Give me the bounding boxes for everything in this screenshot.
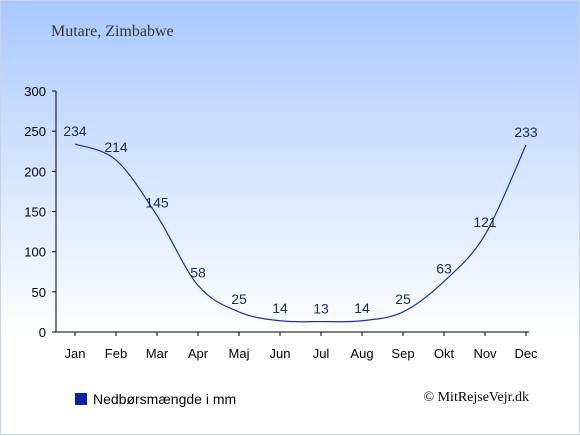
data-point bbox=[115, 159, 118, 162]
data-point bbox=[443, 280, 446, 283]
data-label: 234 bbox=[63, 123, 87, 139]
data-point bbox=[197, 284, 200, 287]
x-tick-label: Maj bbox=[229, 346, 250, 361]
data-point bbox=[74, 143, 77, 146]
data-label: 121 bbox=[473, 214, 497, 230]
data-label: 14 bbox=[354, 300, 370, 316]
x-tick-label: Okt bbox=[434, 346, 455, 361]
y-tick-label: 150 bbox=[24, 205, 46, 220]
y-tick-label: 200 bbox=[24, 164, 46, 179]
series-line bbox=[74, 143, 527, 323]
y-tick-label: 0 bbox=[39, 325, 46, 340]
data-label: 63 bbox=[436, 260, 452, 276]
data-label: 25 bbox=[231, 291, 247, 307]
chart-title: Mutare, Zimbabwe bbox=[51, 23, 174, 40]
data-label: 214 bbox=[104, 139, 128, 155]
x-tick-label: Feb bbox=[105, 346, 127, 361]
y-tick-label: 250 bbox=[24, 124, 46, 139]
data-point bbox=[484, 233, 487, 236]
legend-swatch bbox=[75, 393, 87, 405]
data-point bbox=[402, 310, 405, 313]
x-tick-label: Sep bbox=[391, 346, 414, 361]
x-tick-label: Jun bbox=[270, 346, 291, 361]
data-point bbox=[238, 310, 241, 313]
x-tick-label: Aug bbox=[350, 346, 373, 361]
data-label: 13 bbox=[313, 301, 329, 317]
y-tick-label: 300 bbox=[24, 84, 46, 99]
data-point bbox=[361, 319, 364, 322]
x-tick-label: Jan bbox=[65, 346, 86, 361]
data-label: 14 bbox=[272, 300, 288, 316]
data-point bbox=[279, 319, 282, 322]
x-tick-label: Dec bbox=[514, 346, 538, 361]
y-tick-label: 50 bbox=[32, 285, 46, 300]
legend-label: Nedbørsmængde i mm bbox=[93, 391, 237, 407]
data-label: 25 bbox=[395, 291, 411, 307]
x-tick-label: Nov bbox=[473, 346, 497, 361]
credit-text: © MitRejseVejr.dk bbox=[423, 390, 529, 405]
x-tick-label: Apr bbox=[188, 346, 209, 361]
y-tick-label: 100 bbox=[24, 245, 46, 260]
data-point bbox=[320, 320, 323, 323]
data-label: 58 bbox=[190, 264, 206, 280]
legend: Nedbørsmængde i mm bbox=[75, 391, 236, 407]
data-label: 233 bbox=[514, 124, 538, 140]
x-tick-label: Mar bbox=[146, 346, 169, 361]
data-point bbox=[525, 143, 528, 146]
data-label: 145 bbox=[145, 195, 169, 211]
x-tick-label: Jul bbox=[313, 346, 330, 361]
data-point bbox=[156, 214, 159, 217]
